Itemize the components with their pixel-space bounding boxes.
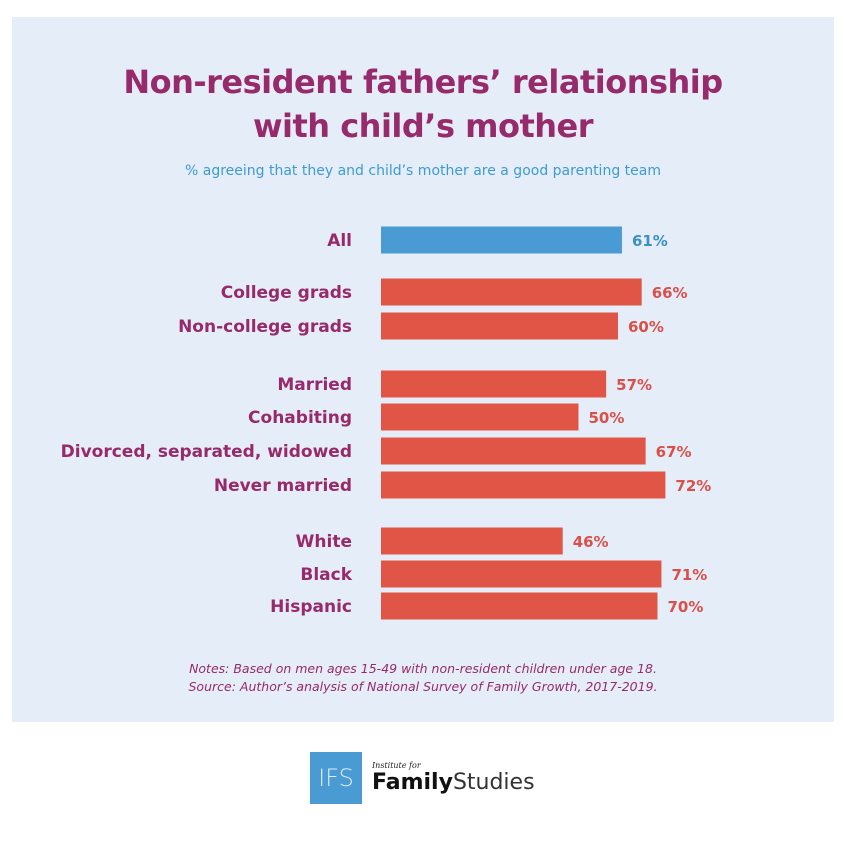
bar-black xyxy=(381,560,662,588)
notes-text: Notes: Based on men ages 15-49 with non-… xyxy=(189,661,657,676)
value-label: 66% xyxy=(652,284,688,302)
value-label: 46% xyxy=(573,533,609,551)
logo-line1: Institute for xyxy=(372,761,421,770)
value-label: 60% xyxy=(628,318,664,336)
value-label: 71% xyxy=(671,566,707,584)
category-label: White xyxy=(296,532,352,552)
category-label: All xyxy=(327,231,352,251)
bar-white xyxy=(381,527,563,555)
value-label: 57% xyxy=(616,376,652,394)
bar-college-grads xyxy=(381,278,642,306)
chart-subtitle: % agreeing that they and child’s mother … xyxy=(185,163,661,179)
title-line-2: with child’s mother xyxy=(252,107,594,145)
value-label: 70% xyxy=(668,598,704,616)
value-label: 50% xyxy=(589,409,625,427)
source-text: Source: Author’s analysis of National Su… xyxy=(188,679,658,694)
category-label: Married xyxy=(277,375,352,395)
value-label: 72% xyxy=(675,477,711,495)
value-label: 67% xyxy=(656,443,692,461)
bar-married xyxy=(381,370,607,398)
category-label: College grads xyxy=(221,283,352,303)
category-label: Divorced, separated, widowed xyxy=(61,442,352,462)
bar-hispanic xyxy=(381,592,658,620)
chart-title: Non-resident fathers’ relationship with c… xyxy=(0,60,846,148)
bar-cohabiting xyxy=(381,403,579,431)
bar-non-college-grads xyxy=(381,312,618,340)
bar-divorced-separated-widowed xyxy=(381,437,646,465)
category-label: Black xyxy=(300,565,352,585)
value-label: 61% xyxy=(632,232,668,250)
logo-studies: Studies xyxy=(452,770,535,795)
category-label: Non-college grads xyxy=(178,317,352,337)
notes: Notes: Based on men ages 15-49 with non-… xyxy=(0,660,846,696)
logo-family: Family xyxy=(372,770,453,795)
ifs-logo-mark: IFS xyxy=(310,752,362,804)
category-label: Cohabiting xyxy=(248,408,352,428)
category-label: Never married xyxy=(214,476,352,496)
title-line-1: Non-resident fathers’ relationship xyxy=(123,63,723,101)
ifs-logo: IFS Institute for FamilyStudies xyxy=(310,752,535,804)
category-label: Hispanic xyxy=(270,597,352,617)
bar-all xyxy=(381,226,622,254)
bar-never-married xyxy=(381,471,666,499)
